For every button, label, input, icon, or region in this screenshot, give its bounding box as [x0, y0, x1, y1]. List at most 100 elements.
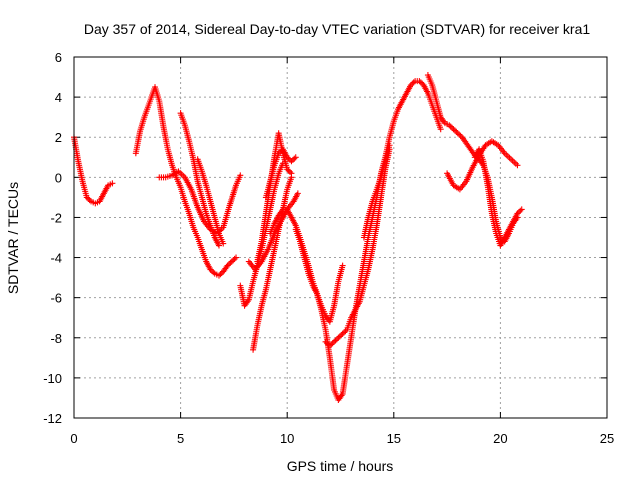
y-tick-label: -12	[43, 411, 62, 426]
data-point	[339, 262, 346, 269]
data-point-fill	[285, 155, 292, 162]
data-point-fill	[453, 128, 460, 135]
data-point	[288, 158, 295, 165]
data-point-fill	[336, 333, 343, 340]
data-point	[284, 154, 291, 161]
data-point	[292, 154, 299, 161]
data-point-fill	[342, 328, 349, 335]
x-tick-label: 5	[177, 431, 184, 446]
data-point-fill	[323, 340, 330, 347]
data-point-fill	[285, 167, 292, 174]
data-point	[207, 266, 214, 273]
chart-title: Day 357 of 2014, Sidereal Day-to-day VTE…	[84, 21, 590, 37]
data-point-fill	[328, 341, 335, 348]
y-tick-label: 0	[55, 170, 62, 185]
data-point-fill	[410, 79, 417, 86]
grid	[74, 57, 607, 418]
data-point-fill	[227, 259, 234, 266]
data-point-fill	[447, 123, 454, 130]
data-point	[228, 258, 235, 265]
data-point	[284, 166, 291, 173]
data-point	[288, 170, 295, 177]
data-point-fill	[329, 340, 336, 347]
y-tick-label: -4	[50, 251, 62, 266]
data-point	[220, 240, 227, 247]
data-point	[416, 78, 423, 85]
data-point	[518, 206, 525, 213]
series-trace-15	[424, 72, 521, 245]
series-trace-8	[245, 190, 301, 273]
data-point-fill	[208, 267, 215, 274]
data-point-fill	[417, 79, 424, 86]
data-point-fill	[333, 336, 340, 343]
y-tick-label: -10	[43, 371, 62, 386]
data-point-fill	[409, 80, 416, 87]
series-trace-1	[71, 134, 116, 207]
x-tick-label: 25	[600, 431, 614, 446]
data-point	[514, 210, 521, 217]
data-point	[339, 330, 346, 337]
data-point-fill	[456, 131, 463, 138]
data-point	[335, 334, 342, 341]
data-point	[215, 272, 222, 279]
data-point	[514, 162, 521, 169]
data-point-fill	[289, 156, 296, 163]
series-trace-6	[237, 160, 286, 309]
data-point-fill	[287, 168, 294, 175]
data-point-fill	[451, 127, 458, 134]
data-point	[109, 180, 116, 187]
x-tick-label: 20	[493, 431, 507, 446]
y-axis-label: SDTVAR / TECUs	[5, 182, 21, 294]
series-trace-3	[156, 168, 244, 237]
data-point	[294, 190, 301, 197]
data-point-fill	[86, 197, 93, 204]
data-point	[275, 150, 282, 157]
data-point	[386, 142, 393, 149]
series-trace-4	[177, 110, 222, 249]
y-tick-label: -2	[50, 210, 62, 225]
x-axis-label: GPS time / hours	[287, 458, 394, 474]
data-point	[237, 172, 244, 179]
y-tick-label: -6	[50, 291, 62, 306]
data-point-fill	[341, 329, 348, 336]
series-trace-10	[262, 146, 299, 201]
data-point-fill	[231, 255, 238, 262]
data-point-fill	[338, 332, 345, 339]
plot-frame	[73, 56, 608, 419]
data-point-fill	[210, 269, 217, 276]
data-point	[224, 262, 231, 269]
data-point-fill	[230, 257, 237, 264]
axis-ticks: 0 5 10 15 20 25 -12 -10 -8 -6 -4 -2 0 2 4 6	[43, 50, 614, 446]
data-point	[437, 126, 444, 133]
data-point	[326, 342, 333, 349]
data-point-fill	[449, 124, 456, 131]
data-point-fill	[291, 155, 298, 162]
series-trace-5	[194, 156, 227, 247]
data-point	[454, 130, 461, 137]
data-points	[71, 72, 525, 403]
y-tick-label: 2	[55, 130, 62, 145]
data-point-fill	[332, 337, 339, 344]
data-point	[233, 254, 240, 261]
series-trace-17	[471, 146, 525, 249]
data-point-fill	[85, 195, 92, 202]
series-trace-11	[267, 78, 444, 403]
y-tick-label: 6	[55, 50, 62, 65]
x-tick-label: 0	[70, 431, 77, 446]
data-point-fill	[217, 271, 224, 278]
y-tick-label: 4	[55, 90, 62, 105]
data-point	[83, 194, 90, 201]
data-point-fill	[225, 261, 232, 268]
x-tick-label: 10	[280, 431, 294, 446]
series-trace-14	[360, 142, 393, 241]
data-point	[215, 242, 222, 249]
series-trace-2	[132, 84, 240, 279]
x-tick-label: 15	[387, 431, 401, 446]
data-point	[450, 126, 457, 133]
data-point	[322, 338, 329, 345]
data-point-fill	[515, 209, 522, 216]
data-point-fill	[517, 207, 524, 214]
data-point	[446, 122, 453, 129]
data-point	[331, 338, 338, 345]
